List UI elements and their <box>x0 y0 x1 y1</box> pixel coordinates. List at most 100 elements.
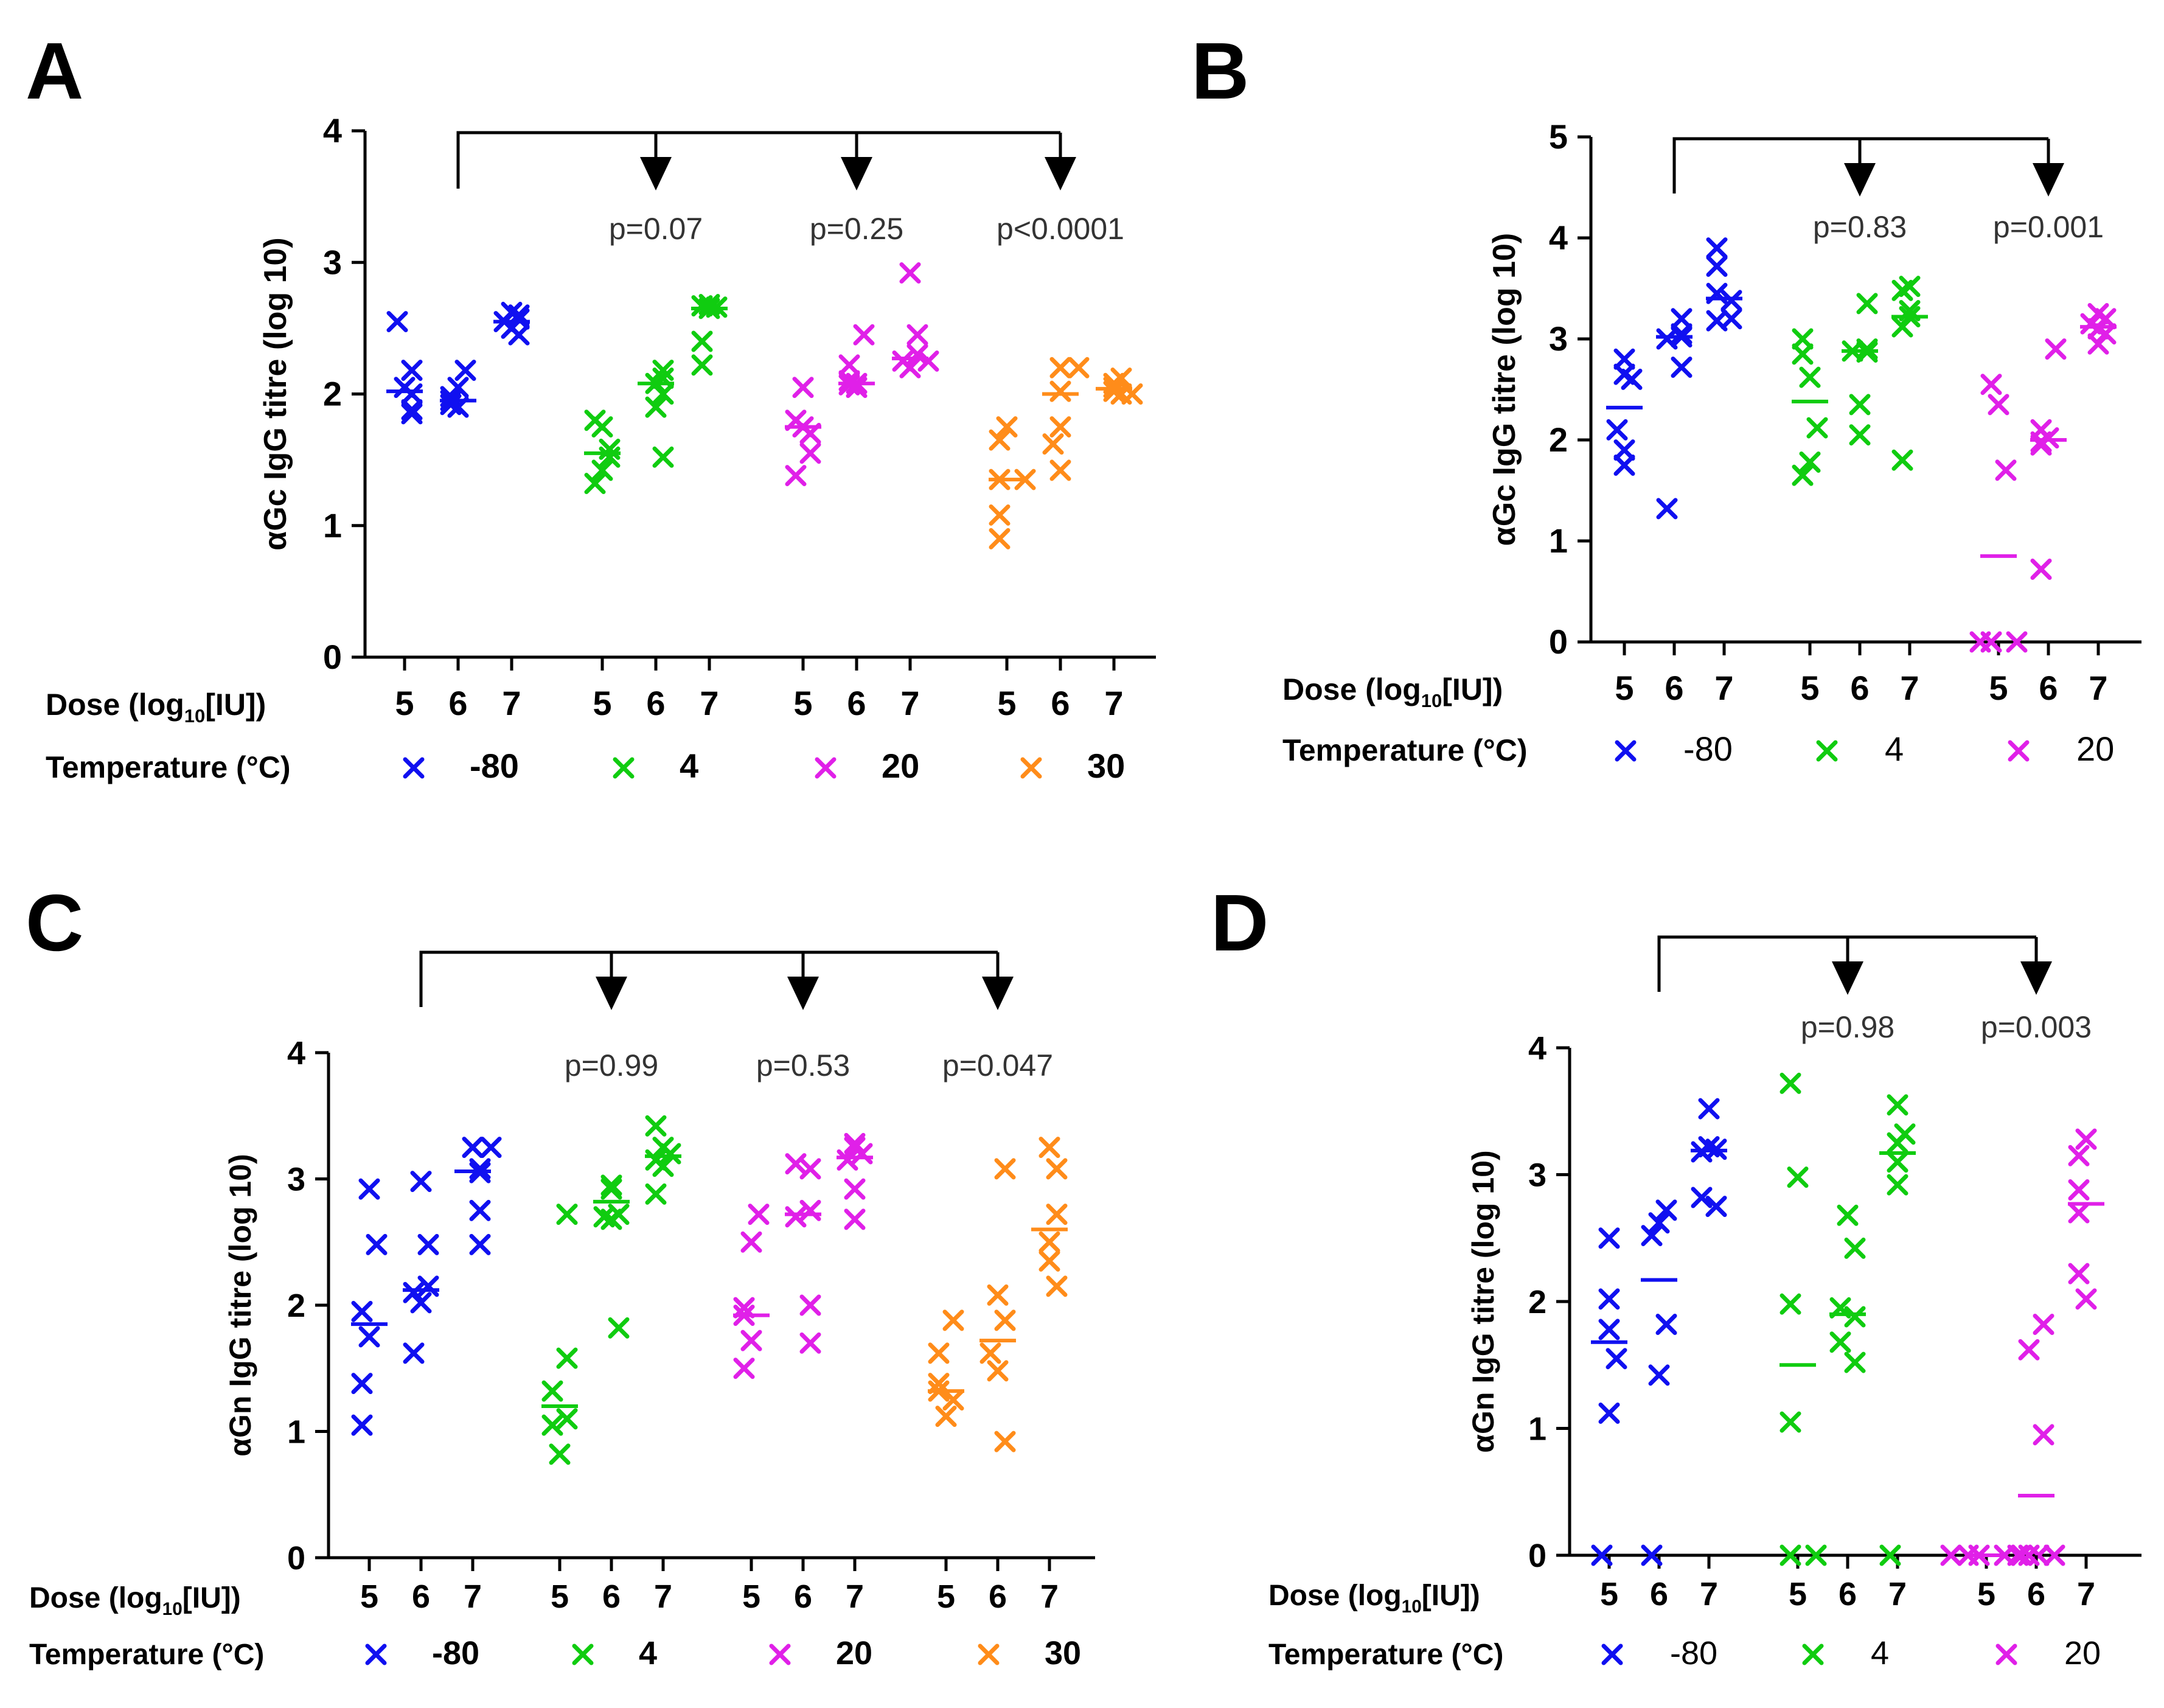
p-value-label: p=0.07 <box>609 212 703 246</box>
dose-tick-label: 5 <box>997 684 1016 722</box>
y-tick-label: 4 <box>1549 218 1568 257</box>
data-point <box>645 1115 667 1137</box>
dose-axis-label-end: [IU]) <box>205 688 266 722</box>
dose-tick-label: 6 <box>448 684 467 722</box>
data-point <box>417 1233 439 1255</box>
dose-tick-label: 6 <box>1665 669 1683 707</box>
bracket-arrow-head <box>1045 157 1076 190</box>
data-point <box>1780 1411 1801 1433</box>
legend-marker <box>978 1644 1000 1665</box>
legend-label: 20 <box>882 747 919 785</box>
panel-label-c: C <box>26 878 83 967</box>
data-point <box>1891 316 1913 338</box>
data-point <box>1706 310 1728 332</box>
data-point <box>480 1137 502 1159</box>
dose-tick-label: 5 <box>395 684 414 722</box>
data-point <box>652 383 674 405</box>
y-tick-label: 0 <box>1549 622 1568 661</box>
data-point <box>1671 323 1693 345</box>
data-point <box>1598 1288 1620 1310</box>
data-point <box>659 1143 681 1165</box>
data-point <box>748 1204 770 1225</box>
data-point <box>1598 1402 1620 1424</box>
data-point <box>1591 1544 1613 1566</box>
data-point <box>401 383 423 405</box>
dose-tick-label: 6 <box>847 684 866 722</box>
data-point <box>1792 328 1814 350</box>
dose-tick-label: 7 <box>654 1578 672 1615</box>
data-point <box>899 262 921 284</box>
data-point <box>928 1373 950 1395</box>
data-point <box>1049 357 1071 378</box>
data-point <box>906 324 928 346</box>
dose-tick-label: 6 <box>2039 669 2058 707</box>
data-point <box>691 330 713 352</box>
y-tick-label: 2 <box>287 1288 305 1324</box>
data-point <box>410 1292 432 1314</box>
p-value-label: p=0.98 <box>1801 1010 1894 1044</box>
legend-marker <box>769 1644 791 1665</box>
dose-axis-label: Dose (log10[IU]) <box>46 688 266 727</box>
p-value-label: p<0.0001 <box>997 212 1124 246</box>
y-tick-label: 4 <box>1528 1030 1546 1067</box>
comparison-bracket <box>419 950 998 1007</box>
dose-tick-label: 7 <box>2089 669 2107 707</box>
data-point <box>1837 1204 1859 1226</box>
data-point <box>600 1178 622 1200</box>
data-point <box>1046 1275 1068 1297</box>
dose-tick-label: 5 <box>360 1578 378 1615</box>
legend-label: 4 <box>1871 1635 1889 1671</box>
data-point <box>785 1153 807 1175</box>
legend-label: -80 <box>1670 1635 1717 1671</box>
data-point <box>1849 394 1871 416</box>
data-point <box>351 1414 373 1436</box>
dose-tick-label: 7 <box>502 684 521 722</box>
data-point <box>645 1183 667 1205</box>
data-point <box>1787 1166 1809 1188</box>
data-point <box>785 465 807 487</box>
data-point <box>1039 1250 1060 1272</box>
dose-tick-label: 6 <box>794 1578 812 1615</box>
dose-tick-label: 5 <box>1600 1576 1618 1612</box>
legend-label: 20 <box>2064 1635 2101 1671</box>
data-point <box>1844 1306 1866 1328</box>
legend-label: 4 <box>639 1635 657 1671</box>
data-point <box>386 311 408 333</box>
data-point <box>1720 290 1742 312</box>
bracket-arrow-head <box>2020 961 2052 995</box>
data-point <box>844 1208 866 1230</box>
panel-label-a: A <box>26 26 83 116</box>
dose-tick-label: 5 <box>1800 669 1819 707</box>
legend-marker <box>2008 740 2030 762</box>
data-point <box>541 1380 563 1402</box>
y-tick-label: 3 <box>1549 319 1568 358</box>
dose-tick-label: 6 <box>1839 1576 1857 1612</box>
legend-label: 20 <box>836 1635 872 1671</box>
data-point <box>989 528 1011 549</box>
data-point <box>556 1204 578 1225</box>
dose-tick-label: 6 <box>1650 1576 1668 1612</box>
data-point <box>1705 1196 1727 1218</box>
legend-marker <box>1995 1644 2017 1665</box>
y-tick-label: 0 <box>287 1540 305 1577</box>
dose-axis-label: Dose (log10[IU]) <box>1268 1580 1480 1617</box>
data-point <box>1799 366 1821 388</box>
p-value-label: p=0.001 <box>1993 210 2104 244</box>
legend-label: 4 <box>1885 730 1904 768</box>
data-point <box>799 1199 821 1221</box>
data-point <box>556 1408 578 1430</box>
comparison-bracket <box>1657 935 2036 992</box>
legend-marker <box>1802 1644 1824 1665</box>
data-point <box>1698 1098 1720 1120</box>
data-point <box>996 416 1018 438</box>
data-point <box>1792 343 1814 365</box>
data-point <box>2044 1544 2065 1566</box>
dose-tick-label: 5 <box>551 1578 569 1615</box>
dose-axis-label-end: [IU]) <box>1422 1580 1480 1612</box>
legend-marker <box>1615 740 1637 762</box>
data-point <box>2087 333 2109 355</box>
data-point <box>1606 419 1628 441</box>
y-axis-title: αGc IgG titre (log 10) <box>258 237 293 550</box>
data-point <box>1844 1237 1866 1259</box>
